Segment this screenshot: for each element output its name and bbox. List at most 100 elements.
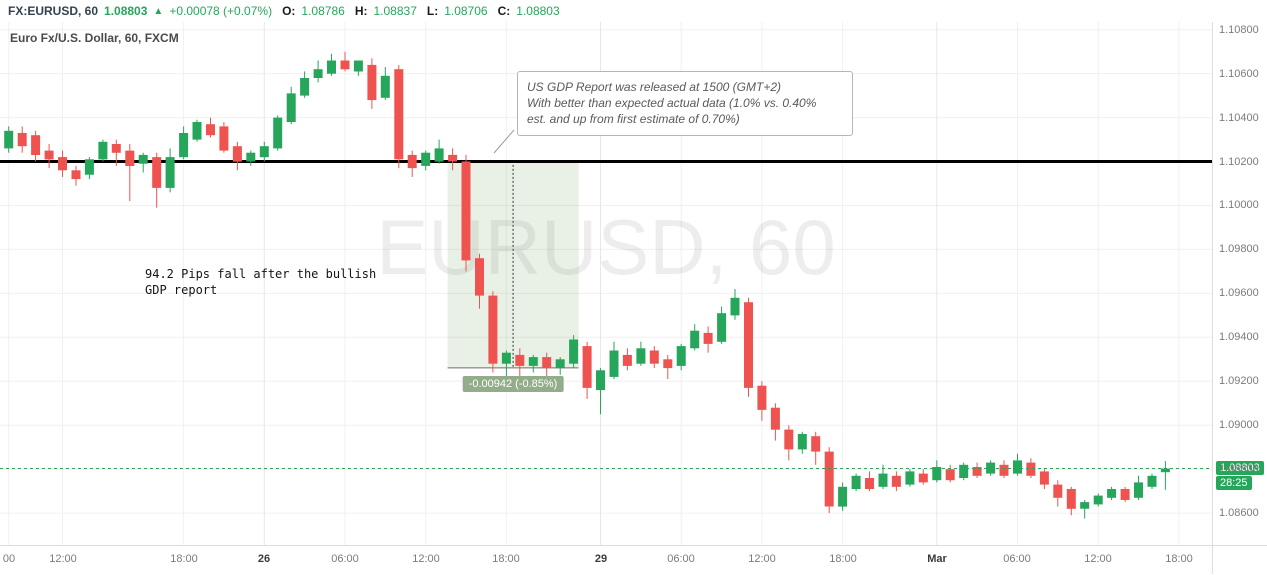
time-tick-label: 18:00	[170, 553, 198, 565]
symbol-name[interactable]: FX:EURUSD, 60	[8, 4, 99, 18]
candle	[300, 78, 310, 96]
candle	[717, 313, 727, 342]
low-label: L:	[426, 4, 439, 18]
candle	[596, 370, 605, 391]
candle	[555, 359, 565, 369]
candle	[434, 148, 444, 162]
candle	[999, 464, 1009, 476]
price-tick-label: 1.10000	[1219, 199, 1259, 211]
candle	[676, 346, 686, 366]
candle	[1134, 482, 1143, 498]
candle	[663, 359, 673, 369]
candle	[206, 124, 215, 136]
note-line: US GDP Report was released at 1500 (GMT+…	[527, 80, 781, 94]
pips-text-annotation[interactable]: 94.2 Pips fall after the bullish GDP rep…	[145, 266, 376, 298]
high-label: H:	[354, 4, 368, 18]
candle	[569, 339, 579, 364]
candle	[31, 135, 41, 155]
candle	[959, 464, 969, 478]
chart-legend-title[interactable]: Euro Fx/U.S. Dollar, 60, FXCM	[10, 31, 179, 45]
price-tick-label: 1.10400	[1219, 112, 1259, 124]
candlestick-chart[interactable]: EURUSD, 60	[0, 22, 1212, 545]
price-tick-label: 1.09800	[1219, 243, 1259, 255]
candle	[932, 467, 942, 481]
price-tick-label: 1.10600	[1219, 68, 1259, 80]
candle	[125, 150, 135, 166]
candle	[380, 75, 390, 98]
open-label: O:	[282, 4, 296, 18]
pips-line: 94.2 Pips fall after the bullish	[145, 267, 377, 281]
candle	[286, 93, 296, 122]
time-tick-label: 12:00	[1084, 553, 1112, 565]
candle	[945, 469, 955, 481]
time-tick-label: 18:00	[829, 553, 857, 565]
change-arrow-icon: ▲	[153, 5, 164, 17]
candle	[609, 350, 619, 377]
time-tick-label: 29	[594, 553, 608, 565]
watermark: EURUSD, 60	[376, 203, 835, 291]
candle	[84, 159, 94, 175]
candle	[838, 486, 848, 507]
candle	[730, 297, 740, 316]
time-tick-label: 12:00	[49, 553, 77, 565]
candle	[165, 157, 175, 188]
candle	[501, 352, 511, 364]
candle	[273, 117, 283, 149]
candle	[98, 141, 108, 160]
candle	[878, 473, 888, 487]
candle	[111, 144, 121, 153]
axis-corner	[1212, 545, 1267, 574]
price-tick-label: 1.10200	[1219, 156, 1259, 168]
candle	[797, 434, 807, 450]
chart-canvas[interactable]: EURUSD, 60	[0, 22, 1212, 545]
candle	[179, 133, 189, 158]
candle	[528, 357, 538, 366]
open-value: 1.08786	[301, 4, 345, 18]
symbol-header: FX:EURUSD, 60 1.08803 ▲ +0.00078 (+0.07%…	[0, 0, 1267, 22]
candle	[44, 150, 54, 160]
candle	[757, 385, 767, 410]
candle	[905, 471, 915, 485]
time-tick-label: 26	[257, 553, 271, 565]
bar-countdown-badge: 28:25	[1216, 476, 1252, 490]
gdp-note-box[interactable]: US GDP Report was released at 1500 (GMT+…	[517, 71, 853, 136]
price-axis[interactable]: 1.08803 28:25 1.08600 1.08800 1.09000 1.092…	[1212, 22, 1267, 545]
candle	[1026, 462, 1036, 476]
candle	[1147, 475, 1157, 487]
candle	[622, 354, 632, 366]
time-tick-label: Mar	[927, 553, 947, 565]
candle	[972, 467, 982, 476]
candle	[1053, 484, 1063, 498]
price-tick-label: 1.08600	[1219, 507, 1259, 519]
price-tick-label: 1.09200	[1219, 375, 1259, 387]
candle	[851, 475, 861, 489]
candle	[744, 302, 753, 388]
candle	[448, 154, 458, 162]
close-value: 1.08803	[516, 4, 560, 18]
price-tick-label: 1.09600	[1219, 287, 1259, 299]
time-tick-label: 12:00	[748, 553, 776, 565]
candle	[770, 407, 780, 430]
candle	[192, 122, 202, 140]
candle	[1080, 502, 1090, 509]
candle	[1039, 471, 1049, 485]
candle	[259, 146, 269, 158]
candle	[784, 429, 794, 450]
time-tick-label: 06:00	[331, 553, 359, 565]
candle	[1093, 495, 1103, 505]
candle	[1160, 468, 1170, 473]
time-axis[interactable]: 00 12:00 18:00 26 06:00 12:00 18:00 29 06:00 12:0…	[0, 545, 1212, 575]
candle	[219, 126, 229, 151]
candle	[918, 473, 928, 483]
candle	[582, 346, 592, 388]
candle	[865, 478, 874, 489]
current-price-badge: 1.08803	[1216, 461, 1264, 475]
candle	[232, 146, 242, 162]
measure-result-badge[interactable]: -0.00942 (-0.85%)	[462, 376, 564, 392]
time-tick-label: 18:00	[1165, 553, 1193, 565]
price-tick-label: 1.09400	[1219, 331, 1259, 343]
candle	[1066, 489, 1076, 509]
candle	[327, 60, 336, 74]
candle	[891, 475, 901, 487]
price-tick-label: 1.08800	[1219, 463, 1259, 475]
